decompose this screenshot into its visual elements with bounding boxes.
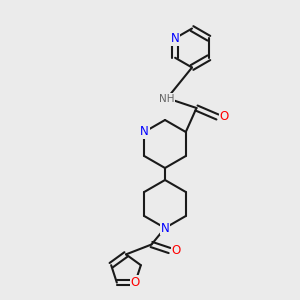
Text: NH: NH	[159, 94, 174, 104]
Text: O: O	[172, 244, 181, 257]
Text: O: O	[130, 276, 140, 289]
Text: O: O	[220, 110, 229, 124]
Text: N: N	[140, 125, 148, 139]
Text: N: N	[160, 221, 169, 235]
Text: N: N	[171, 32, 179, 45]
